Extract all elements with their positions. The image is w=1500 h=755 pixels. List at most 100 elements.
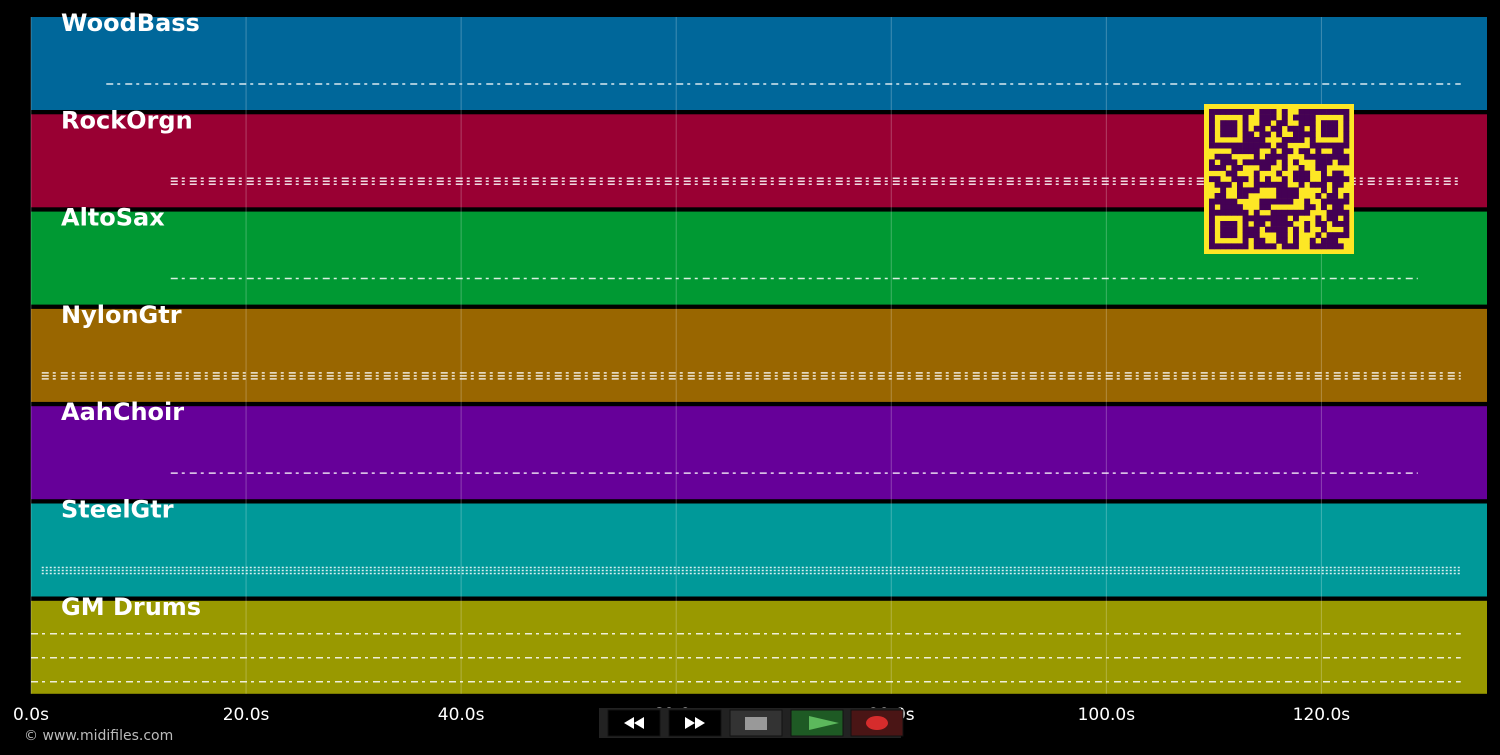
qr-cell (1265, 159, 1271, 166)
qr-cell (1253, 181, 1260, 188)
qr-cell (1231, 221, 1238, 227)
qr-cell (1231, 131, 1238, 138)
qr-cell (1276, 232, 1283, 239)
track-name: AahChoir (61, 398, 184, 426)
qr-cell (1337, 243, 1344, 250)
qr-cell (1332, 120, 1339, 127)
qr-cell (1309, 137, 1316, 143)
qr-cell (1321, 181, 1327, 188)
qr-cell (1253, 226, 1260, 233)
qr-cell (1242, 159, 1249, 166)
track-name: WoodBass (61, 9, 200, 37)
qr-cell (1253, 125, 1260, 132)
qr-cell (1281, 109, 1288, 115)
qr-cell (1225, 198, 1232, 205)
qr-cell (1253, 176, 1260, 183)
qr-cell (1281, 193, 1288, 199)
qr-cell (1220, 109, 1227, 115)
qr-cell (1209, 159, 1215, 166)
qr-cell (1276, 170, 1283, 177)
qr-cell (1315, 148, 1322, 155)
qr-cell (1270, 109, 1277, 115)
qr-cell (1242, 131, 1249, 138)
qr-cell (1231, 165, 1238, 171)
qr-cell (1276, 120, 1283, 127)
qr-cell (1309, 131, 1316, 138)
qr-cell (1287, 198, 1294, 205)
qr-cell (1281, 209, 1288, 216)
forward-icon (685, 717, 705, 729)
track-lane (31, 17, 1487, 110)
qr-cell (1287, 243, 1294, 250)
qr-cell (1259, 109, 1266, 115)
qr-cell (1343, 215, 1350, 222)
qr-cell (1248, 159, 1255, 166)
qr-cell (1326, 120, 1333, 127)
qr-cell (1332, 142, 1339, 149)
qr-cell (1276, 131, 1283, 138)
qr-cell (1293, 137, 1299, 143)
qr-cell (1343, 232, 1350, 239)
qr-cell (1270, 215, 1277, 222)
qr-cell (1293, 243, 1299, 250)
qr-cell (1321, 159, 1327, 166)
qr-cell (1259, 125, 1266, 132)
qr-cell (1337, 159, 1344, 166)
qr-cell (1315, 153, 1322, 160)
qr-cell (1248, 142, 1255, 149)
qr-cell (1309, 204, 1316, 211)
qr-cell (1220, 209, 1227, 216)
qr-cell (1343, 114, 1350, 121)
qr-cell (1293, 215, 1299, 222)
qr-cell (1326, 131, 1333, 138)
qr-cell (1265, 198, 1271, 205)
qr-cell (1315, 109, 1322, 115)
qr-cell (1209, 221, 1215, 227)
qr-cell (1304, 176, 1311, 183)
x-tick-label: 120.0s (1293, 705, 1351, 725)
qr-cell (1287, 137, 1294, 143)
qr-cell (1209, 142, 1215, 149)
qr-cell (1332, 215, 1339, 222)
qr-cell (1259, 221, 1266, 227)
qr-cell (1276, 142, 1283, 149)
qr-cell (1259, 137, 1266, 143)
qr-code (1204, 104, 1354, 254)
qr-cell (1253, 148, 1260, 155)
qr-cell (1237, 187, 1243, 194)
qr-cell (1242, 193, 1249, 199)
qr-cell (1281, 232, 1288, 239)
qr-cell (1259, 198, 1266, 205)
qr-cell (1332, 181, 1339, 188)
qr-cell (1293, 176, 1299, 183)
qr-cell (1321, 176, 1327, 183)
qr-cell (1298, 148, 1305, 155)
qr-cell (1220, 226, 1227, 233)
qr-cell (1259, 215, 1266, 222)
qr-cell (1259, 120, 1266, 127)
qr-cell (1332, 209, 1339, 216)
qr-cell (1332, 176, 1339, 183)
qr-cell (1259, 114, 1266, 121)
qr-cell (1304, 170, 1311, 177)
qr-cell (1281, 176, 1288, 183)
qr-cell (1332, 204, 1339, 211)
qr-cell (1231, 209, 1238, 216)
qr-cell (1242, 237, 1249, 244)
qr-cell (1242, 209, 1249, 216)
qr-cell (1231, 148, 1238, 155)
qr-cell (1253, 159, 1260, 166)
qr-cell (1343, 221, 1350, 227)
x-tick-label: 20.0s (223, 705, 270, 725)
qr-cell (1265, 176, 1271, 183)
qr-cell (1298, 109, 1305, 115)
qr-cell (1332, 198, 1339, 205)
qr-cell (1214, 176, 1221, 183)
qr-cell (1343, 226, 1350, 233)
qr-cell (1276, 221, 1283, 227)
qr-cell (1315, 232, 1322, 239)
qr-cell (1242, 226, 1249, 233)
qr-cell (1315, 193, 1322, 199)
qr-cell (1337, 198, 1344, 205)
